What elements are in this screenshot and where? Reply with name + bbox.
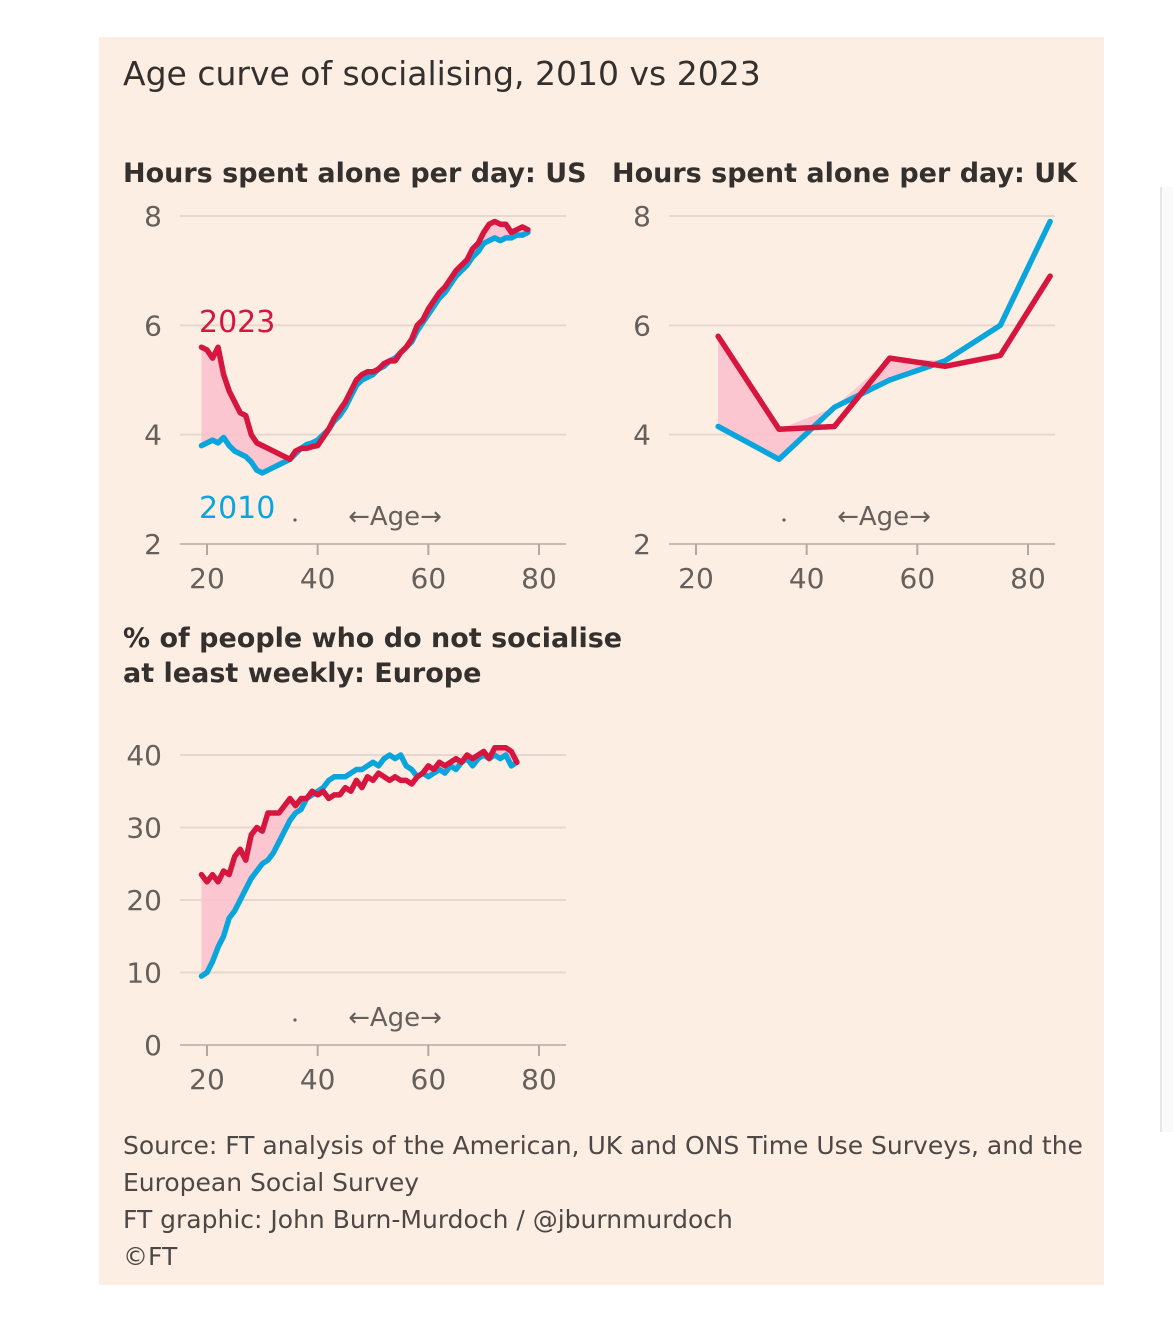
age-axis-label: ←Age→ [348, 502, 442, 532]
y-tick-label: 2 [633, 528, 651, 561]
credit-line: FT graphic: John Burn-Murdoch / @jburnmu… [123, 1205, 733, 1234]
x-tick-label: 20 [189, 1063, 225, 1096]
age-axis-dot [293, 1018, 297, 1022]
y-tick-label: 4 [633, 419, 651, 452]
chart-title-uk: Hours spent alone per day: UK [612, 158, 1078, 189]
chart-us: 2 4 6 8 20 40 60 80 ←Age→ 2023 2010 [144, 200, 566, 595]
page-title: Age curve of socialising, 2010 vs 2023 [123, 54, 761, 93]
x-tick-label: 40 [300, 1063, 336, 1096]
y-tick-label: 10 [126, 957, 162, 990]
y-tick-label: 6 [633, 309, 651, 342]
y-tick-label: 6 [144, 309, 162, 342]
chart-title-us: Hours spent alone per day: US [123, 158, 587, 189]
y-tick-label: 40 [126, 739, 162, 772]
source-notes: Source: FT analysis of the American, UK … [123, 1127, 1093, 1275]
age-axis-dot [293, 518, 297, 522]
x-tick-label: 20 [189, 562, 225, 595]
y-tick-label: 4 [144, 419, 162, 452]
x-tick-label: 80 [521, 1063, 557, 1096]
x-tick-label: 40 [300, 562, 336, 595]
x-tick-label: 80 [1010, 562, 1046, 595]
page-edge-scrollbar [1160, 187, 1173, 1132]
line-2010 [715, 218, 1053, 463]
line-2010 [198, 229, 531, 476]
x-tick-label: 20 [678, 562, 714, 595]
y-tick-label: 30 [126, 812, 162, 845]
x-tick-label: 80 [521, 562, 557, 595]
x-tick-label: 60 [411, 562, 447, 595]
y-tick-label: 8 [144, 200, 162, 233]
x-tick-label: 60 [411, 1063, 447, 1096]
y-tick-label: 2 [144, 528, 162, 561]
source-line-1: Source: FT analysis of the American, UK … [123, 1131, 1083, 1160]
line-2023 [715, 273, 1053, 432]
line-2023 [198, 218, 531, 463]
y-tick-label: 20 [126, 884, 162, 917]
age-axis-label: ←Age→ [837, 502, 931, 532]
x-tick-label: 40 [789, 562, 825, 595]
y-tick-label: 8 [633, 200, 651, 233]
y-tick-label: 0 [144, 1029, 162, 1062]
series-label-2023: 2023 [199, 305, 275, 340]
age-axis-label: ←Age→ [348, 1003, 442, 1033]
chart-panel [99, 37, 1104, 1285]
copyright: ©FT [123, 1242, 178, 1271]
chart-title-europe-line-1: % of people who do not socialise [123, 623, 623, 654]
chart-title-europe-line-2: at least weekly: Europe [123, 658, 482, 689]
age-axis-dot [782, 518, 786, 522]
chart-europe: 0 10 20 30 40 20 40 60 80 ←Age→ [126, 739, 566, 1096]
chart-title-europe: % of people who do not socialise at leas… [123, 621, 622, 691]
x-tick-label: 60 [900, 562, 936, 595]
series-label-2010: 2010 [199, 491, 275, 526]
line-2023 [198, 745, 520, 885]
source-line-2: European Social Survey [123, 1168, 420, 1197]
chart-uk: 2 4 6 8 20 40 60 80 ←Age→ [633, 200, 1055, 595]
gap-fill-area [718, 221, 1051, 460]
